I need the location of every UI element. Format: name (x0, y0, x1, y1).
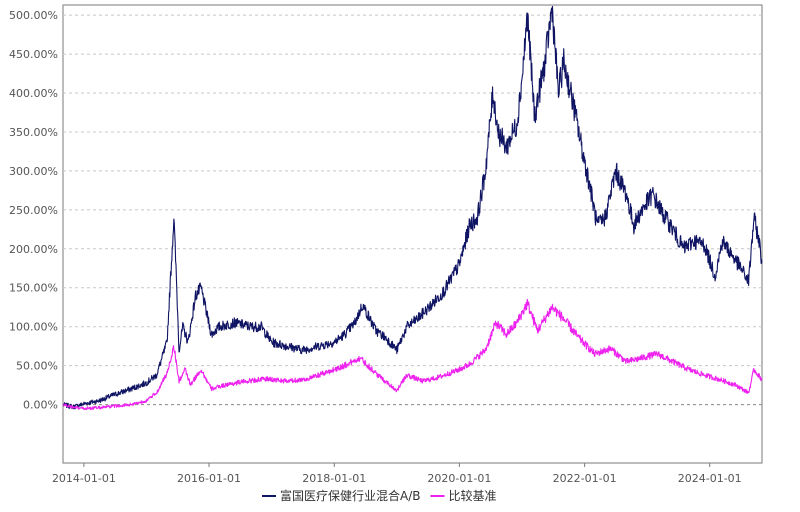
y-tick-label: 50.00% (16, 360, 58, 373)
y-tick-label: 400.00% (9, 87, 58, 100)
x-tick-label: 2020-01-01 (427, 472, 491, 485)
legend-label-0: 富国医疗保健行业混合A/B (280, 488, 421, 503)
y-axis: 0.00% 50.00% 100.00% 150.00% 200.00% 250.00% 3… (9, 9, 58, 411)
series-line-1 (62, 298, 763, 411)
y-tick-label: 100.00% (9, 321, 58, 334)
y-tick-label: 350.00% (9, 126, 58, 139)
x-tick-label: 2022-01-01 (553, 472, 617, 485)
y-tick-label: 450.00% (9, 48, 58, 61)
series-lines (62, 5, 763, 411)
x-tick-label: 2016-01-01 (177, 472, 241, 485)
y-tick-label: 500.00% (9, 9, 58, 22)
plot-frame (62, 4, 763, 464)
y-tick-label: 200.00% (9, 243, 58, 256)
x-tick-label: 2024-01-01 (678, 472, 742, 485)
series-line-0 (62, 5, 763, 410)
x-axis: 2014-01-01 2016-01-01 2018-01-01 2020-01-01… (52, 463, 742, 485)
gridlines (63, 14, 762, 406)
legend-label-1: 比较基准 (449, 488, 497, 503)
y-tick-label: 250.00% (9, 204, 58, 217)
x-tick-label: 2014-01-01 (52, 472, 116, 485)
y-tick-label: 300.00% (9, 165, 58, 178)
x-tick-label: 2018-01-01 (302, 472, 366, 485)
y-tick-label: 150.00% (9, 282, 58, 295)
y-tick-label: 0.00% (23, 399, 58, 412)
legend: 富国医疗保健行业混合A/B 比较基准 (262, 488, 497, 503)
